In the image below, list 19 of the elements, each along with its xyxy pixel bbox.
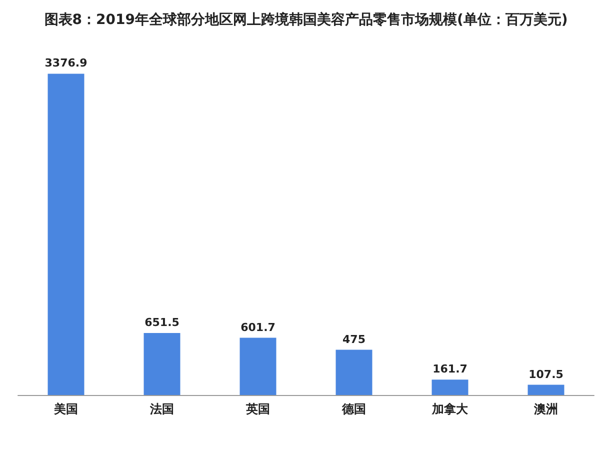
x-tick-label: 加拿大 bbox=[431, 402, 469, 416]
data-label: 3376.9 bbox=[44, 56, 88, 70]
data-label: 161.7 bbox=[432, 362, 468, 376]
bar bbox=[336, 350, 372, 395]
data-label: 651.5 bbox=[144, 316, 180, 330]
data-label: 475 bbox=[342, 332, 366, 346]
x-tick-label: 法国 bbox=[149, 402, 174, 416]
x-tick-label: 英国 bbox=[245, 402, 270, 416]
x-tick-label: 美国 bbox=[53, 402, 78, 416]
bar bbox=[48, 74, 84, 395]
x-tick-label: 德国 bbox=[341, 402, 366, 416]
chart-title: 图表8：2019年全球部分地区网上跨境韩国美容产品零售市场规模(单位：百万美元) bbox=[44, 11, 568, 28]
x-tick-label: 澳洲 bbox=[533, 402, 558, 416]
data-label: 107.5 bbox=[528, 368, 564, 381]
data-label: 601.7 bbox=[240, 320, 276, 334]
bar bbox=[432, 380, 468, 395]
bar bbox=[240, 338, 276, 395]
bar bbox=[144, 333, 180, 395]
bar bbox=[528, 384, 564, 395]
